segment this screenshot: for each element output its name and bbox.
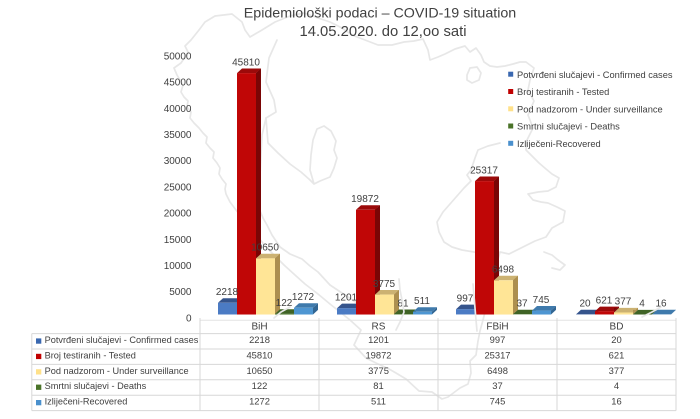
svg-text:16: 16 [655,299,667,310]
svg-text:25317: 25317 [470,165,498,176]
svg-text:37: 37 [492,380,502,391]
svg-text:16: 16 [611,396,621,407]
svg-text:10650: 10650 [246,365,272,376]
svg-text:30000: 30000 [164,156,192,167]
svg-text:1201: 1201 [335,292,358,303]
svg-text:45810: 45810 [232,57,260,68]
svg-text:50000: 50000 [164,52,192,63]
svg-text:37: 37 [516,299,528,310]
svg-text:FBiH: FBiH [486,321,508,332]
svg-text:25317: 25317 [484,349,510,360]
svg-text:1201: 1201 [368,334,389,345]
svg-text:3775: 3775 [373,279,396,290]
svg-text:19872: 19872 [365,349,391,360]
svg-text:19872: 19872 [351,194,379,205]
svg-text:20000: 20000 [164,209,192,220]
svg-text:BiH: BiH [251,321,267,332]
svg-text:Epidemiološki podaci – COVID-1: Epidemiološki podaci – COVID-19 situatio… [244,5,516,21]
svg-text:35000: 35000 [164,130,192,141]
svg-text:5000: 5000 [169,287,192,298]
svg-text:0: 0 [186,313,192,324]
svg-text:10000: 10000 [164,261,192,272]
svg-text:BD: BD [610,321,624,332]
svg-text:2218: 2218 [249,334,270,345]
svg-text:RS: RS [372,321,386,332]
svg-text:Potvrđeni slučajevi - Confirme: Potvrđeni slučajevi - Confirmed cases [517,70,673,80]
svg-text:Smrtni slučajevi - Deaths: Smrtni slučajevi - Deaths [517,122,620,132]
svg-text:377: 377 [615,297,632,308]
svg-text:3775: 3775 [368,365,389,376]
svg-text:997: 997 [490,334,506,345]
svg-text:45000: 45000 [164,78,192,89]
svg-text:Broj testiranih - Tested: Broj testiranih - Tested [517,87,609,97]
svg-text:4: 4 [614,380,619,391]
svg-text:1272: 1272 [292,292,315,303]
svg-text:4: 4 [639,299,645,310]
svg-text:511: 511 [371,396,386,407]
svg-text:621: 621 [609,349,625,360]
svg-text:45810: 45810 [246,349,272,360]
svg-text:377: 377 [609,365,625,376]
svg-text:81: 81 [373,380,383,391]
svg-text:745: 745 [490,396,506,407]
svg-text:6498: 6498 [487,365,508,376]
svg-text:1272: 1272 [249,396,270,407]
svg-text:Izliječeni-Recovered: Izliječeni-Recovered [517,139,601,149]
svg-text:25000: 25000 [164,182,192,193]
svg-text:997: 997 [457,293,474,304]
svg-text:14.05.2020. do 12,oo sati: 14.05.2020. do 12,oo sati [299,24,466,40]
svg-text:20: 20 [611,334,621,345]
svg-text:15000: 15000 [164,235,192,246]
svg-text:511: 511 [414,296,430,307]
svg-text:Pod nadzorom - Under surveilla: Pod nadzorom - Under surveillance [517,105,663,115]
svg-text:Broj testiranih - Tested: Broj testiranih - Tested [45,350,136,360]
svg-text:40000: 40000 [164,104,192,115]
svg-text:122: 122 [252,380,268,391]
svg-text:10650: 10650 [251,243,279,254]
svg-text:2218: 2218 [216,287,239,298]
svg-text:745: 745 [533,295,550,306]
svg-text:6498: 6498 [492,265,515,276]
svg-text:Potvrđeni slučajevi - Confirme: Potvrđeni slučajevi - Confirmed cases [45,335,199,345]
svg-text:Pod nadzorom - Under surveilla: Pod nadzorom - Under surveillance [45,366,189,376]
svg-text:621: 621 [596,295,613,306]
svg-text:Smrtni slučajevi - Deaths: Smrtni slučajevi - Deaths [45,381,147,391]
svg-text:Izliječeni-Recovered: Izliječeni-Recovered [45,397,128,407]
svg-text:20: 20 [579,299,591,310]
